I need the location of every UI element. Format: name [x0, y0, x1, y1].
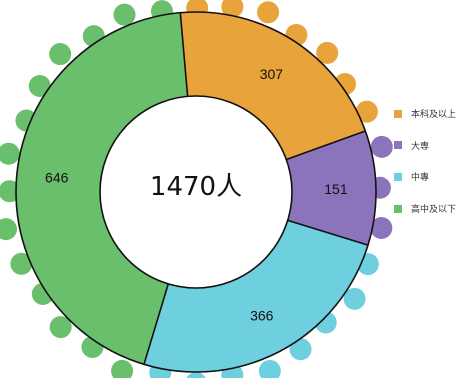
- legend: 本科及以上 大専 中專 高中及以下: [394, 107, 456, 234]
- wedge-3[interactable]: [0, 0, 188, 378]
- legend-label: 高中及以下: [411, 205, 457, 216]
- wedge-layer: [0, 0, 393, 378]
- wedge-rim-bump: [289, 338, 312, 361]
- legend-item-junior-college[interactable]: 大専: [394, 139, 456, 152]
- outline-layer: [15, 11, 377, 373]
- legend-swatch: [394, 141, 402, 150]
- wedge-rim-bump: [10, 252, 33, 275]
- wedge-separator: [287, 219, 369, 246]
- wedge-body: [143, 220, 368, 372]
- wedge-rim-bump: [257, 1, 280, 24]
- wedge-body: [286, 130, 376, 246]
- wedge-body: [15, 12, 188, 365]
- legend-swatch: [394, 204, 402, 213]
- legend-label: 大専: [411, 141, 430, 152]
- legend-swatch: [394, 109, 402, 118]
- legend-swatch: [394, 172, 402, 181]
- inner-ring-outline: [99, 95, 293, 289]
- wedge-rim-bump: [355, 100, 378, 123]
- value-label: 307: [260, 66, 284, 82]
- wedge-1[interactable]: [286, 130, 393, 246]
- wedge-rim-bump: [0, 180, 21, 203]
- legend-item-bachelor[interactable]: 本科及以上: [394, 107, 456, 120]
- wedge-body: [180, 11, 366, 160]
- wedge-rim-bump: [185, 372, 208, 378]
- legend-label: 本科及以上: [411, 110, 457, 120]
- value-label-layer: 307 151 366 646: [45, 66, 348, 324]
- wedge-rim-bump: [221, 0, 244, 18]
- wedge-rim-bump: [343, 287, 366, 310]
- legend-label: 中專: [411, 173, 430, 184]
- value-label: 646: [45, 170, 69, 186]
- wedge-rim-bump: [0, 142, 20, 165]
- value-label: 151: [324, 181, 348, 197]
- legend-item-high-school-and-below[interactable]: 高中及以下: [394, 202, 456, 215]
- wedge-rim-bump: [370, 135, 393, 158]
- wedge-rim-bump: [49, 316, 72, 339]
- center-total-label: 1470人: [150, 172, 242, 202]
- wedge-0[interactable]: [180, 0, 378, 160]
- wedge-rim-bump: [49, 43, 72, 66]
- wedge-separator: [286, 130, 366, 161]
- wedge-rim-bump: [258, 359, 281, 378]
- wedge-rim-bump: [111, 359, 134, 378]
- wedge-rim-bump: [316, 41, 339, 64]
- wedge-rim-bump: [370, 217, 393, 240]
- legend-item-technical-school[interactable]: 中專: [394, 170, 456, 183]
- wedge-separator: [179, 12, 189, 97]
- wedge-separator: [143, 283, 170, 365]
- outer-ring-outline: [15, 11, 377, 373]
- wedge-rim-bump: [28, 75, 51, 98]
- value-label: 366: [250, 308, 274, 324]
- wedge-rim-bump: [0, 218, 17, 241]
- wedge-rim-bump: [113, 3, 136, 26]
